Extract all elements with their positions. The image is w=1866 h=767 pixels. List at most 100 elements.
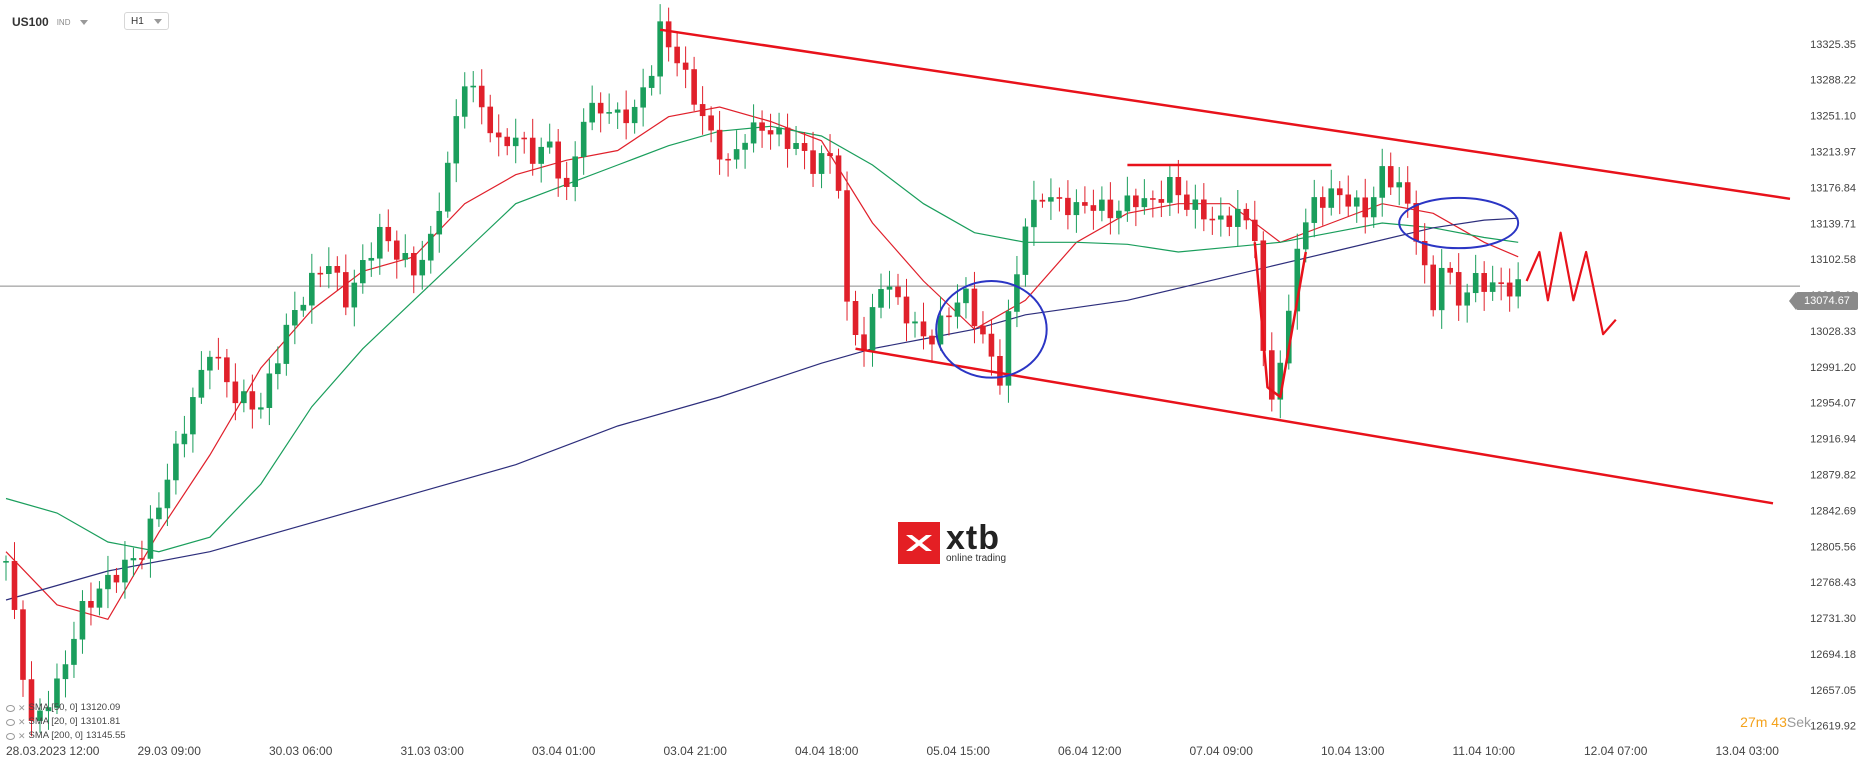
y-tick-label: 13176.84	[1810, 182, 1856, 194]
candle-body	[869, 307, 876, 351]
x-tick-label: 11.04 10:00	[1453, 744, 1516, 758]
x-tick-label: 31.03 03:00	[401, 744, 465, 758]
candle-body	[1133, 195, 1139, 208]
candle-body	[1235, 208, 1241, 227]
y-tick-label: 12954.07	[1810, 398, 1856, 410]
highlight-ellipse	[935, 280, 1048, 379]
candle-body	[623, 109, 629, 124]
candle-body	[589, 102, 595, 123]
candle-body	[1396, 182, 1403, 188]
candle-body	[1345, 194, 1352, 207]
timer-seconds-unit: Sek	[1786, 714, 1811, 730]
candle-body	[844, 190, 850, 302]
candle-body	[1099, 199, 1105, 211]
candle-body	[215, 356, 222, 359]
candle-body	[1107, 199, 1114, 219]
candle-body	[1014, 274, 1020, 312]
candle-body	[1302, 222, 1309, 250]
current-price-tag: 13074.67	[1789, 292, 1858, 310]
candle-body	[79, 601, 86, 640]
candle-body	[886, 286, 893, 290]
candle-body	[937, 315, 944, 345]
candle-body	[810, 150, 816, 174]
chevron-down-icon[interactable]	[80, 19, 89, 25]
close-icon[interactable]: ✕	[18, 703, 26, 713]
candle-body	[249, 391, 256, 410]
timeframe-select[interactable]: H1	[124, 12, 169, 30]
x-tick-label: 13.04 03:00	[1716, 744, 1780, 758]
candle-body	[1362, 197, 1369, 218]
candle-body	[529, 137, 536, 164]
candle-body	[164, 479, 171, 509]
candle-body	[122, 559, 128, 583]
candle-body	[62, 664, 69, 680]
sma-200-line	[5, 217, 1519, 601]
xtb-logo: xtb online trading	[898, 521, 1006, 564]
y-tick-label: 13251.10	[1810, 111, 1856, 123]
candle-body	[1201, 199, 1207, 220]
candle-body	[895, 286, 901, 298]
candle-body	[88, 601, 94, 608]
candle-body	[1336, 188, 1343, 196]
eye-icon[interactable]	[6, 704, 15, 712]
candle-body	[1031, 199, 1037, 228]
candle-body	[54, 678, 60, 708]
candle-body	[1464, 292, 1470, 306]
candle-body	[555, 141, 561, 179]
candle-body	[266, 373, 273, 408]
x-tick-label: 06.04 12:00	[1058, 744, 1122, 758]
candle-body	[300, 304, 307, 311]
candle-body	[861, 334, 867, 351]
candle-body	[920, 321, 927, 337]
candle-body	[444, 162, 451, 212]
legend-item[interactable]: ✕ SMA [50, 0] 13120.09	[6, 701, 126, 715]
close-icon[interactable]: ✕	[18, 717, 26, 727]
legend-label: SMA [50, 0]	[28, 702, 78, 713]
candle-body	[241, 391, 247, 404]
candle-body	[980, 325, 986, 335]
candle-body	[682, 62, 689, 70]
legend-item[interactable]: ✕ SMA [200, 0] 13145.55	[6, 729, 126, 743]
candle-body	[1090, 205, 1097, 211]
candle-body	[827, 153, 833, 157]
y-tick-label: 12694.18	[1810, 649, 1856, 661]
projection-zigzag	[1525, 231, 1617, 336]
candle-body	[470, 85, 477, 88]
eye-icon[interactable]	[6, 732, 15, 740]
candle-body	[453, 116, 460, 164]
candle-body	[835, 155, 842, 191]
candle-body	[742, 142, 748, 150]
candle-body	[725, 158, 731, 161]
timer-minutes-unit: m	[1755, 714, 1768, 730]
x-tick-label: 07.04 09:00	[1190, 744, 1254, 758]
y-tick-label: 12731.30	[1810, 613, 1856, 625]
candle-body	[427, 233, 434, 261]
x-tick-label: 03.04 01:00	[532, 744, 596, 758]
candle-body	[156, 507, 162, 520]
symbol-label[interactable]: US100	[12, 15, 49, 29]
candle-body	[708, 115, 714, 131]
y-tick-label: 12768.43	[1810, 577, 1856, 589]
candle-body	[190, 397, 196, 435]
candle-body	[597, 102, 604, 114]
candle-body	[3, 561, 9, 563]
candle-body	[1243, 208, 1250, 221]
candle-body	[351, 282, 358, 308]
eye-icon[interactable]	[6, 718, 15, 726]
y-tick-label: 13288.22	[1810, 75, 1856, 87]
candle-body	[292, 310, 298, 326]
candle-body	[784, 127, 791, 149]
candle-body	[988, 333, 995, 357]
indicator-legend: ✕ SMA [50, 0] 13120.09 ✕ SMA [20, 0] 131…	[6, 701, 126, 743]
close-icon[interactable]: ✕	[18, 731, 26, 741]
candle-body	[631, 106, 638, 124]
y-tick-label: 12805.56	[1810, 541, 1856, 553]
candle-body	[20, 609, 26, 680]
candle-body	[504, 136, 511, 147]
candle-body	[691, 69, 697, 105]
legend-item[interactable]: ✕ SMA [20, 0] 13101.81	[6, 715, 126, 729]
candle-body	[793, 143, 799, 149]
candle-body	[419, 259, 426, 276]
candle-body	[487, 106, 494, 134]
